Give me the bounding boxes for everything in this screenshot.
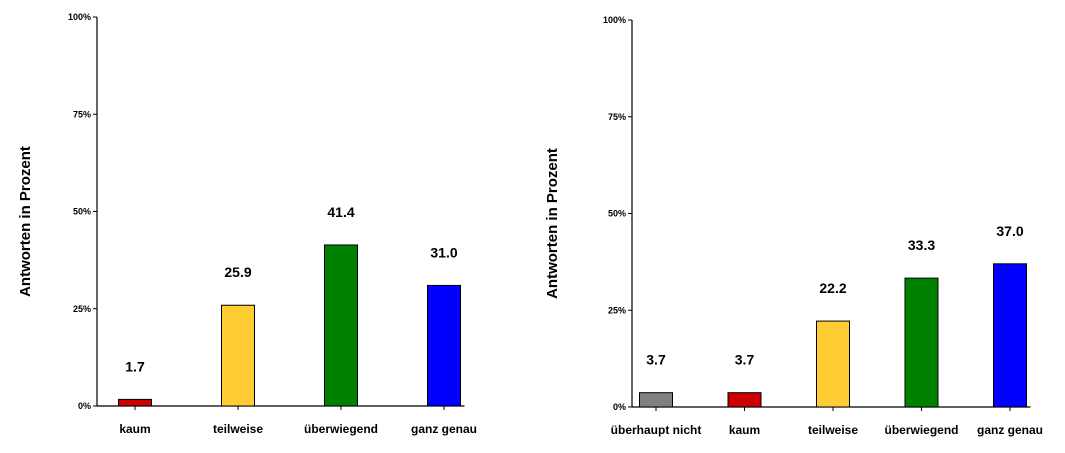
data-label: 22.2 — [819, 280, 846, 296]
y-tick-label: 0% — [613, 402, 626, 412]
y-tick-label: 25% — [608, 305, 626, 315]
y-tick-label: 50% — [73, 207, 91, 217]
y-tick-label: 75% — [608, 112, 626, 122]
y-axis-title: Antworten in Prozent — [544, 148, 561, 299]
bar — [221, 304, 255, 407]
bar — [639, 392, 673, 408]
bar — [118, 398, 152, 407]
bar — [427, 284, 461, 407]
x-tick-label: ganz genau — [411, 422, 477, 436]
x-tick-label: kaum — [729, 423, 760, 437]
y-tick-label: 100% — [603, 15, 626, 25]
x-tick-label: überwiegend — [304, 422, 378, 436]
x-tick-label: kaum — [119, 422, 150, 436]
y-tick-label: 100% — [68, 12, 91, 22]
y-tick-label: 50% — [608, 209, 626, 219]
chart-2: Antworten in Prozent 0% 25% 50% 75% 100% überh… — [544, 15, 1043, 437]
bar — [993, 263, 1027, 408]
data-label: 1.7 — [125, 358, 145, 374]
data-label: 3.7 — [735, 352, 755, 368]
y-tick-label: 75% — [73, 109, 91, 119]
bar — [324, 244, 358, 407]
data-label: 25.9 — [224, 264, 251, 280]
bar — [904, 277, 939, 408]
x-tick-label: teilweise — [808, 423, 858, 437]
chart-1: Antworten in Prozent 0% 25% 50% 75% 100% kaum 1… — [17, 12, 477, 436]
data-label: 37.0 — [996, 223, 1023, 239]
y-axis-title: Antworten in Prozent — [17, 146, 34, 297]
data-label: 41.4 — [327, 204, 354, 220]
x-tick-label: überwiegend — [884, 423, 958, 437]
x-tick-label: überhaupt nicht — [611, 423, 702, 437]
bar — [816, 320, 850, 408]
data-label: 33.3 — [908, 237, 935, 253]
y-tick-label: 0% — [78, 401, 91, 411]
x-tick-label: teilweise — [213, 422, 263, 436]
data-label: 3.7 — [646, 352, 666, 368]
bar — [727, 392, 762, 408]
data-label: 31.0 — [430, 244, 457, 260]
x-tick-label: ganz genau — [977, 423, 1043, 437]
y-tick-label: 25% — [73, 304, 91, 314]
